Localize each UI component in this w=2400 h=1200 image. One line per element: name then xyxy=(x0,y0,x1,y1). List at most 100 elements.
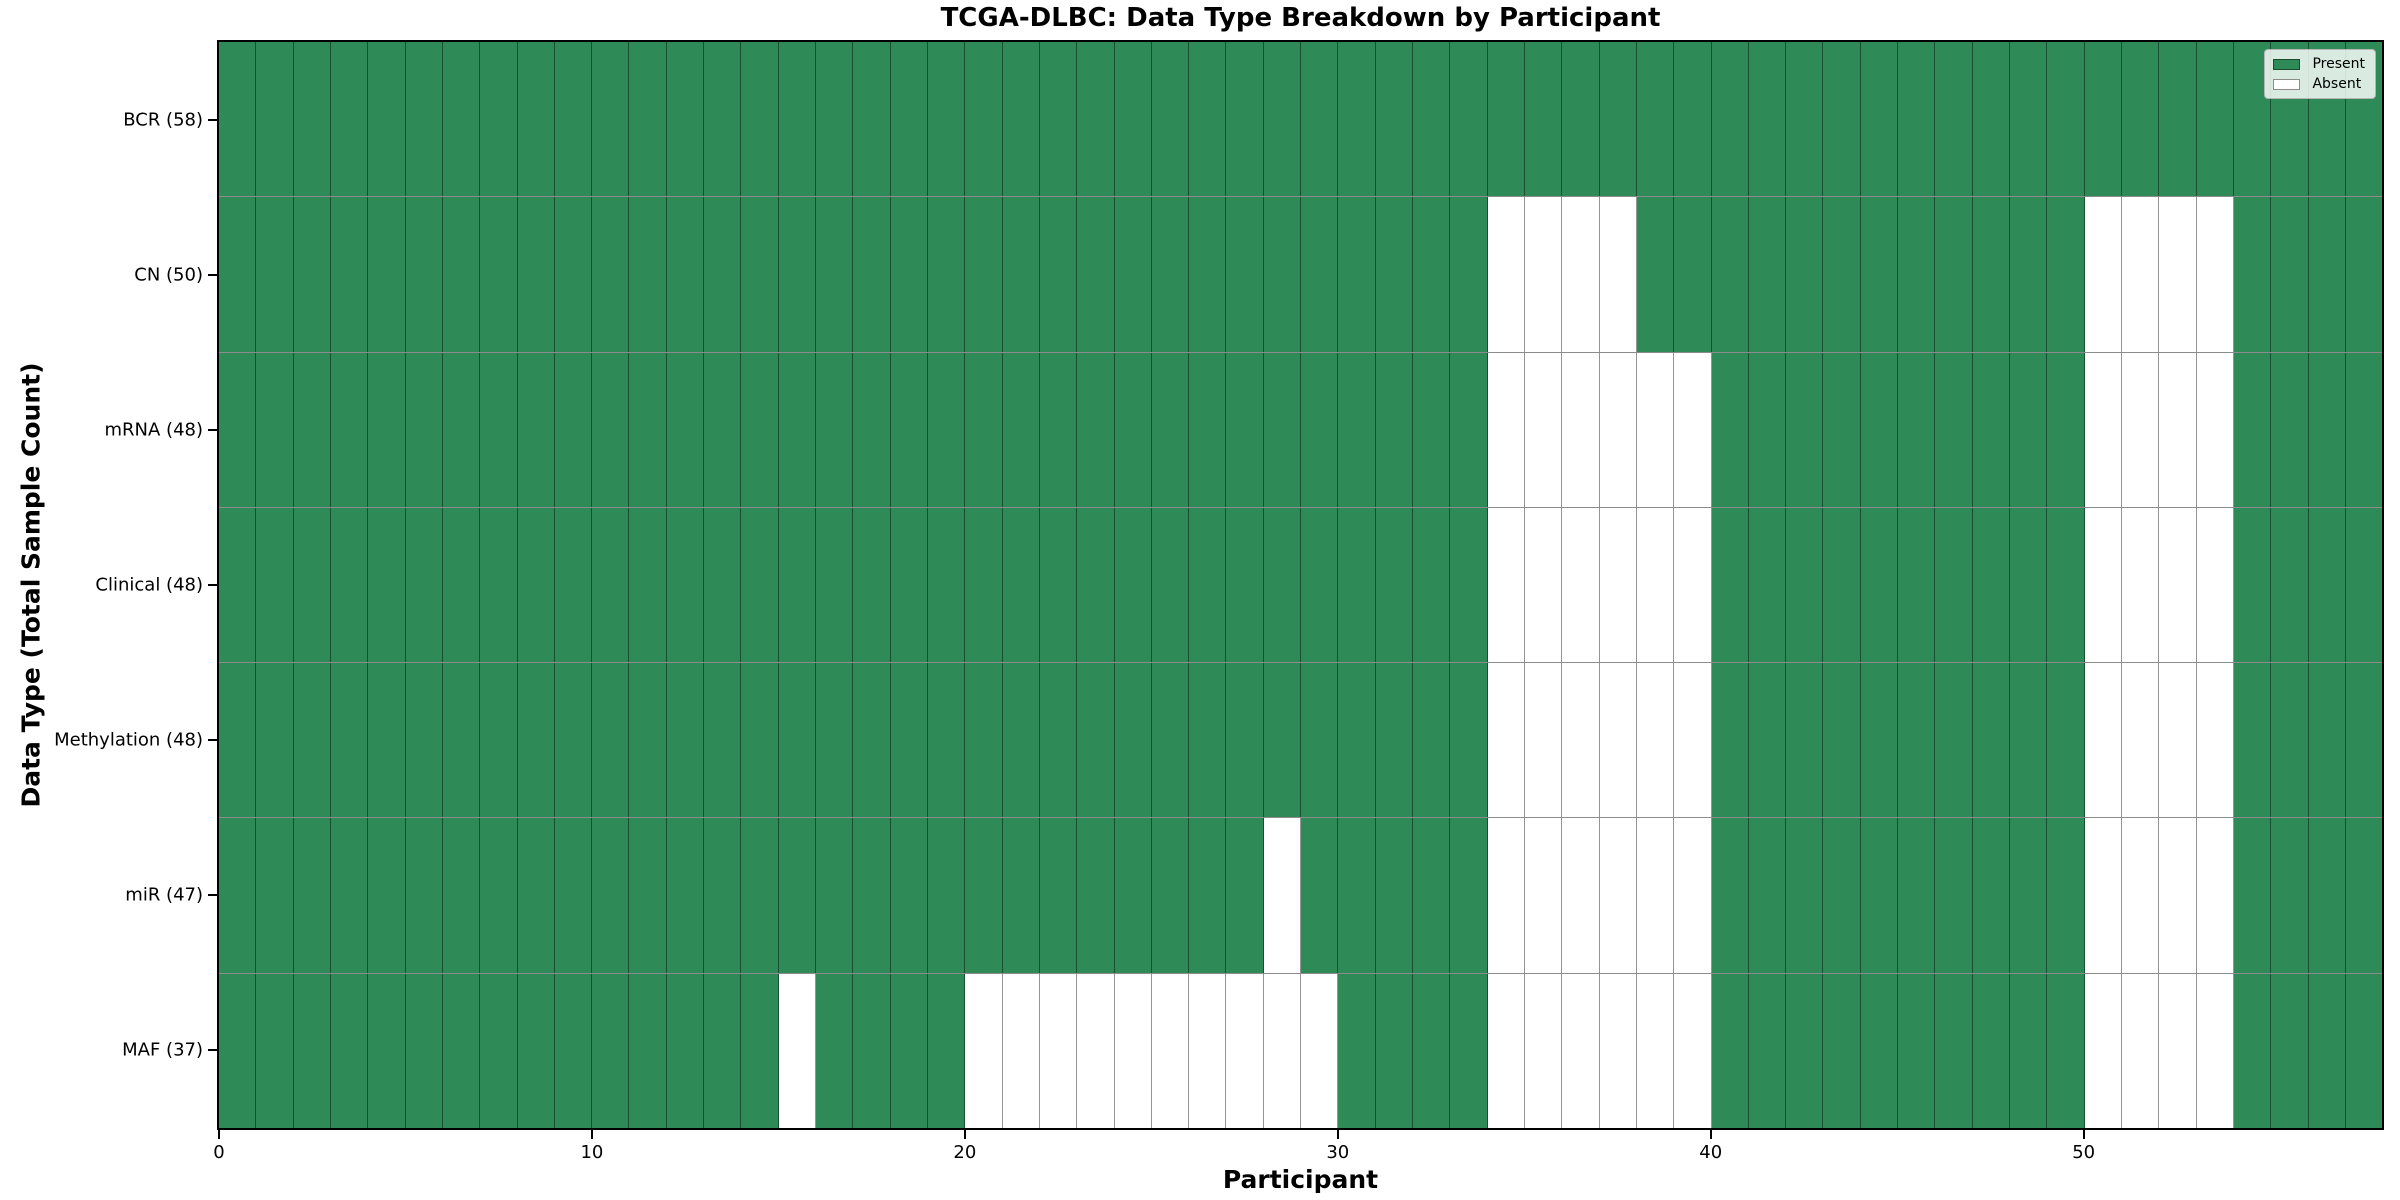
matrix-cell xyxy=(1898,352,1936,507)
matrix-cell xyxy=(1599,352,1637,507)
matrix-cell xyxy=(293,818,331,973)
matrix-cell xyxy=(1860,507,1899,663)
matrix-cell xyxy=(890,42,928,197)
matrix-cell xyxy=(741,818,779,973)
matrix-cell xyxy=(330,818,369,973)
matrix-cell xyxy=(816,973,854,1128)
matrix-cell xyxy=(1375,42,1413,197)
matrix-cell xyxy=(1972,197,2010,352)
x-tick-mark xyxy=(590,1130,593,1139)
y-tick-mark xyxy=(208,894,217,897)
matrix-cell xyxy=(2308,663,2346,818)
matrix-cell xyxy=(1487,352,1525,507)
matrix-cell xyxy=(1898,42,1936,197)
matrix-cell xyxy=(2084,42,2122,197)
matrix-cell xyxy=(2121,818,2160,973)
matrix-cell xyxy=(629,42,667,197)
matrix-cell xyxy=(1077,507,1115,663)
matrix-cell xyxy=(442,818,481,973)
matrix-cell xyxy=(2121,197,2160,352)
matrix-cell xyxy=(2121,973,2160,1128)
matrix-cell xyxy=(1301,352,1339,507)
matrix-cell xyxy=(1487,42,1525,197)
legend-absent-swatch-icon xyxy=(2273,78,2301,90)
matrix-cell xyxy=(405,197,443,352)
matrix-cell xyxy=(330,42,369,197)
matrix-cell xyxy=(1599,197,1637,352)
matrix-cell xyxy=(2271,352,2309,507)
matrix-cell xyxy=(1860,197,1899,352)
matrix-cell xyxy=(330,973,369,1128)
matrix-cell xyxy=(965,973,1003,1128)
matrix-cell xyxy=(965,507,1003,663)
matrix-cell xyxy=(1524,507,1563,663)
matrix-cell xyxy=(554,197,593,352)
matrix-cell xyxy=(2345,973,2383,1128)
matrix-cell xyxy=(1413,973,1451,1128)
matrix-cell xyxy=(1711,352,1749,507)
matrix-cell xyxy=(1972,818,2010,973)
matrix-cell xyxy=(1935,507,1973,663)
matrix-cell xyxy=(778,507,816,663)
matrix-cell xyxy=(219,197,257,352)
matrix-cell xyxy=(965,197,1003,352)
matrix-cell xyxy=(1263,42,1302,197)
matrix-cell xyxy=(2308,352,2346,507)
matrix-cell xyxy=(256,818,294,973)
matrix-cell xyxy=(1002,973,1040,1128)
matrix-cell xyxy=(2159,818,2197,973)
matrix-cell xyxy=(1151,818,1190,973)
matrix-cell xyxy=(1039,197,1078,352)
matrix-cell xyxy=(778,42,816,197)
matrix-cell xyxy=(368,507,406,663)
matrix-cell xyxy=(816,663,854,818)
x-tick-mark xyxy=(2082,1130,2085,1139)
matrix-cell xyxy=(2010,507,2048,663)
x-tick-label: 20 xyxy=(953,1142,977,1163)
matrix-cell xyxy=(1562,973,1600,1128)
matrix-cell xyxy=(778,818,816,973)
y-tick-label: BCR (58) xyxy=(123,109,203,131)
matrix-cell xyxy=(965,42,1003,197)
chart-title: TCGA-DLBC: Data Type Breakdown by Partic… xyxy=(940,3,1661,33)
matrix-cell xyxy=(1226,973,1264,1128)
matrix-cell xyxy=(1972,352,2010,507)
matrix-cell xyxy=(592,973,630,1128)
matrix-cell xyxy=(1114,42,1152,197)
matrix-cell xyxy=(2010,973,2048,1128)
matrix-cell xyxy=(965,352,1003,507)
matrix-cell xyxy=(480,973,518,1128)
matrix-cell xyxy=(1263,507,1302,663)
matrix-cell xyxy=(1823,352,1861,507)
matrix-cell xyxy=(1077,818,1115,973)
matrix-cell xyxy=(704,197,742,352)
matrix-cell xyxy=(816,352,854,507)
matrix-cell xyxy=(517,352,555,507)
matrix-cell xyxy=(853,42,891,197)
matrix-cell xyxy=(2084,197,2122,352)
matrix-cell xyxy=(1674,818,1712,973)
y-tick-mark xyxy=(208,584,217,586)
matrix-cell xyxy=(704,507,742,663)
matrix-cell xyxy=(2271,663,2309,818)
matrix-cell xyxy=(1413,197,1451,352)
matrix-cell xyxy=(1151,663,1190,818)
matrix-cell xyxy=(1748,663,1787,818)
matrix-cell xyxy=(741,507,779,663)
matrix-cell xyxy=(1450,973,1488,1128)
matrix-cell xyxy=(1674,973,1712,1128)
matrix-cell xyxy=(629,818,667,973)
matrix-cell xyxy=(1487,507,1525,663)
matrix-cell xyxy=(1860,352,1899,507)
matrix-cell xyxy=(1226,818,1264,973)
matrix-cell xyxy=(2047,197,2085,352)
matrix-cell xyxy=(1151,507,1190,663)
matrix-cell xyxy=(1898,663,1936,818)
matrix-cell xyxy=(629,507,667,663)
matrix-cell xyxy=(629,663,667,818)
matrix-cell xyxy=(1151,42,1190,197)
x-axis-title: Participant xyxy=(1222,1165,1379,1194)
matrix-cell xyxy=(1487,663,1525,818)
matrix-cell xyxy=(1524,197,1563,352)
matrix-cell xyxy=(1151,352,1190,507)
